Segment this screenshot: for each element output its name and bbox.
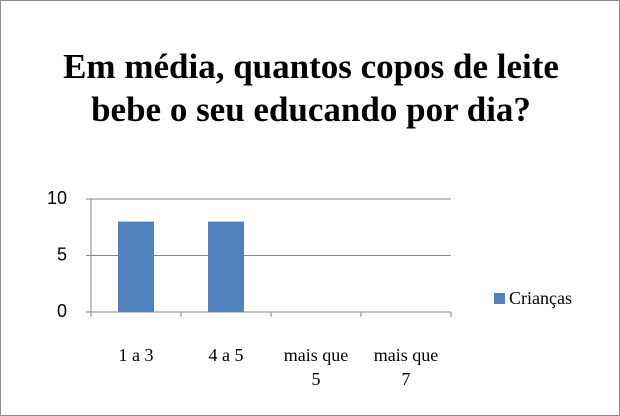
chart-title: Em média, quantos copos de leite bebe o … <box>63 47 559 129</box>
legend-swatch <box>494 293 505 304</box>
x-tick-label: mais que 5 <box>283 345 349 389</box>
y-tick-label: 10 <box>47 188 67 208</box>
bar <box>118 221 154 312</box>
bar <box>208 221 244 312</box>
y-tick-label: 0 <box>57 301 67 321</box>
x-tick-label: 4 a 5 <box>208 345 244 365</box>
legend-label: Crianças <box>509 288 572 308</box>
x-tick-label: mais que 7 <box>373 345 439 389</box>
x-tick-label: 1 a 3 <box>118 345 154 365</box>
y-tick-label: 5 <box>57 244 67 264</box>
